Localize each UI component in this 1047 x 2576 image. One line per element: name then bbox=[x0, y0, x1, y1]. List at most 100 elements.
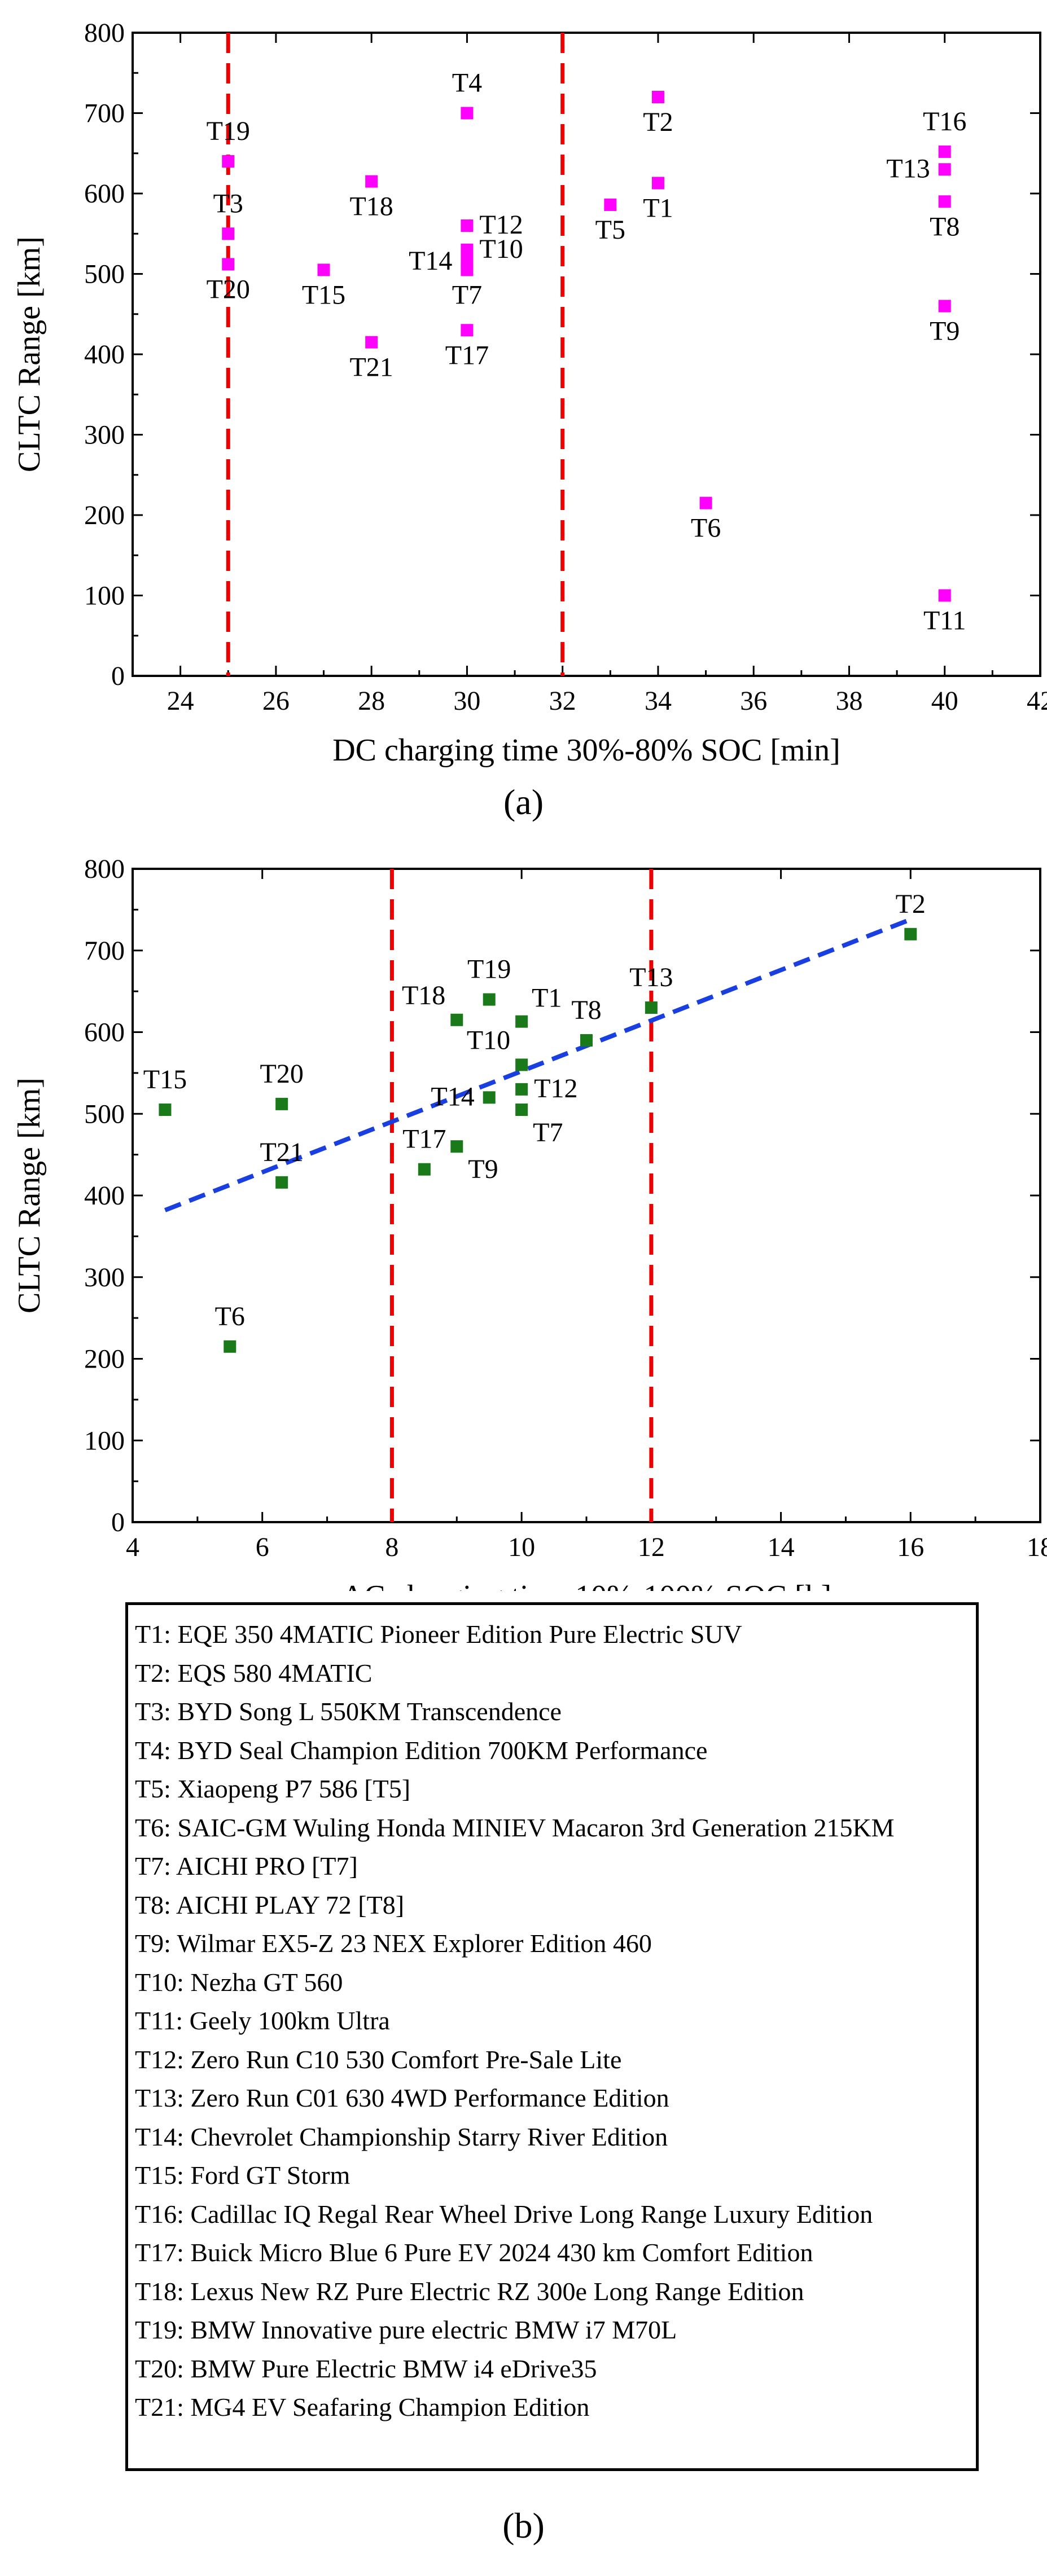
y-tick-label: 700 bbox=[84, 936, 125, 966]
data-point-t2 bbox=[651, 91, 664, 103]
point-label-t6: T6 bbox=[691, 513, 721, 543]
point-label-t20: T20 bbox=[207, 274, 250, 304]
data-point-t19 bbox=[222, 155, 235, 168]
legend-entry: T18: Lexus New RZ Pure Electric RZ 300e … bbox=[135, 2276, 804, 2306]
data-point-t2 bbox=[904, 927, 917, 940]
y-axis-title: CLTC Range [km] bbox=[12, 236, 47, 472]
data-point-t16 bbox=[938, 145, 951, 158]
legend-entry: T8: AICHI PLAY 72 [T8] bbox=[135, 1890, 405, 1919]
y-tick-label: 400 bbox=[84, 1181, 125, 1211]
point-label-t14: T14 bbox=[431, 1082, 474, 1111]
data-point-t8 bbox=[938, 195, 951, 208]
x-tick-label: 34 bbox=[645, 686, 672, 716]
chart-a-dc-charging: 24 26 28 30 32 34 36 38 40 42 0 100 200 300 400 500 600 7… bbox=[12, 18, 1047, 768]
point-label-t14: T14 bbox=[409, 246, 452, 276]
y-tick-label: 200 bbox=[84, 1344, 125, 1374]
point-label-t12: T12 bbox=[479, 210, 523, 240]
y-tick-label: 600 bbox=[84, 1018, 125, 1048]
data-point-t15 bbox=[317, 263, 330, 276]
legend-entry: T7: AICHI PRO [T7] bbox=[135, 1852, 358, 1880]
data-point-t10 bbox=[515, 1058, 528, 1071]
x-tick-label: 38 bbox=[835, 686, 862, 716]
point-label-t2: T2 bbox=[643, 107, 673, 137]
x-tick-label: 4 bbox=[126, 1532, 139, 1562]
point-label-t6: T6 bbox=[215, 1302, 245, 1331]
point-label-t15: T15 bbox=[143, 1065, 187, 1094]
point-label-t17: T17 bbox=[402, 1124, 446, 1154]
data-point-t12 bbox=[515, 1083, 528, 1096]
x-tick-label: 30 bbox=[453, 686, 480, 716]
y-tick-label: 800 bbox=[84, 18, 125, 48]
legend-entry: T13: Zero Run C01 630 4WD Performance Ed… bbox=[135, 2083, 669, 2112]
y-tick-label: 300 bbox=[84, 1263, 125, 1293]
legend-entry: T9: Wilmar EX5-Z 23 NEX Explorer Edition… bbox=[135, 1929, 652, 1958]
data-point-t21 bbox=[365, 336, 378, 349]
data-point-t20 bbox=[222, 258, 235, 271]
data-point-t11 bbox=[938, 589, 951, 602]
data-point-t4 bbox=[461, 107, 474, 120]
data-point-t13 bbox=[645, 1001, 658, 1014]
vehicle-legend-box: T1: EQE 350 4MATIC Pioneer Edition Pure … bbox=[125, 1602, 979, 2471]
point-label-t18: T18 bbox=[402, 981, 445, 1010]
x-tick-label: 12 bbox=[638, 1532, 665, 1562]
legend-entry: T14: Chevrolet Championship Starry River… bbox=[135, 2122, 668, 2151]
legend-entry: T1: EQE 350 4MATIC Pioneer Edition Pure … bbox=[135, 1620, 742, 1649]
y-tick-label: 800 bbox=[84, 854, 125, 884]
data-point-t5 bbox=[604, 198, 617, 211]
y-axis-title: CLTC Range [km] bbox=[12, 1078, 47, 1313]
point-label-t7: T7 bbox=[533, 1118, 563, 1148]
point-label-t10: T10 bbox=[467, 1025, 510, 1055]
point-label-t21: T21 bbox=[349, 353, 393, 383]
point-label-t7: T7 bbox=[452, 280, 482, 310]
point-label-t18: T18 bbox=[349, 192, 393, 222]
point-label-t2: T2 bbox=[896, 889, 926, 919]
data-point-t21 bbox=[275, 1176, 288, 1189]
data-point-t1 bbox=[515, 1015, 528, 1028]
legend-entry: T19: BMW Innovative pure electric BMW i7… bbox=[135, 2315, 677, 2344]
legend-entry: T15: Ford GT Storm bbox=[135, 2161, 351, 2190]
data-point-t14 bbox=[461, 256, 474, 269]
x-tick-label: 40 bbox=[931, 686, 958, 716]
point-label-t4: T4 bbox=[452, 68, 482, 98]
data-point-t8 bbox=[580, 1034, 593, 1047]
legend-entry: T6: SAIC-GM Wuling Honda MINIEV Macaron … bbox=[135, 1813, 895, 1842]
x-tick-label: 10 bbox=[508, 1532, 535, 1562]
point-label-t17: T17 bbox=[445, 340, 489, 370]
x-tick-label: 28 bbox=[358, 686, 385, 716]
point-label-t15: T15 bbox=[302, 280, 345, 310]
data-point-t15 bbox=[159, 1104, 172, 1116]
legend-entry: T11: Geely 100km Ultra bbox=[135, 2006, 390, 2035]
trend-line bbox=[164, 917, 912, 1212]
x-tick-label: 26 bbox=[262, 686, 290, 716]
y-tick-label: 0 bbox=[111, 661, 125, 691]
x-tick-label: 36 bbox=[740, 686, 767, 716]
legend-entry: T17: Buick Micro Blue 6 Pure EV 2024 430… bbox=[135, 2238, 813, 2267]
point-label-t9: T9 bbox=[930, 316, 960, 346]
point-label-t10: T10 bbox=[479, 234, 523, 264]
caption-a: (a) bbox=[0, 781, 1047, 823]
x-tick-label: 24 bbox=[167, 686, 194, 716]
data-point-t17 bbox=[461, 324, 474, 337]
point-label-t12: T12 bbox=[534, 1074, 577, 1104]
y-tick-label: 600 bbox=[84, 179, 125, 209]
x-tick-label: 18 bbox=[1027, 1532, 1047, 1562]
caption-b-text: (b) bbox=[502, 2505, 545, 2546]
data-point-t3 bbox=[222, 227, 235, 240]
data-point-t9 bbox=[938, 300, 951, 313]
y-tick-label: 700 bbox=[84, 99, 125, 129]
y-tick-label: 200 bbox=[84, 500, 125, 530]
point-label-t20: T20 bbox=[260, 1059, 304, 1089]
data-point-t19 bbox=[483, 993, 496, 1006]
x-axis-title: AC charging time 10%-100% SOC [h] bbox=[341, 1579, 831, 1591]
legend-entry: T16: Cadillac IQ Regal Rear Wheel Drive … bbox=[135, 2199, 873, 2228]
legend-entry: T3: BYD Song L 550KM Transcendence bbox=[135, 1697, 562, 1726]
point-label-t1: T1 bbox=[532, 983, 562, 1013]
caption-a-text: (a) bbox=[503, 782, 544, 822]
legend-entry: T4: BYD Seal Champion Edition 700KM Perf… bbox=[135, 1735, 708, 1765]
y-tick-label: 0 bbox=[111, 1507, 125, 1537]
point-label-t21: T21 bbox=[260, 1137, 304, 1167]
point-label-t3: T3 bbox=[213, 188, 243, 218]
data-point-t13 bbox=[938, 163, 951, 176]
x-tick-label: 16 bbox=[897, 1532, 924, 1562]
point-label-t9: T9 bbox=[468, 1154, 498, 1184]
